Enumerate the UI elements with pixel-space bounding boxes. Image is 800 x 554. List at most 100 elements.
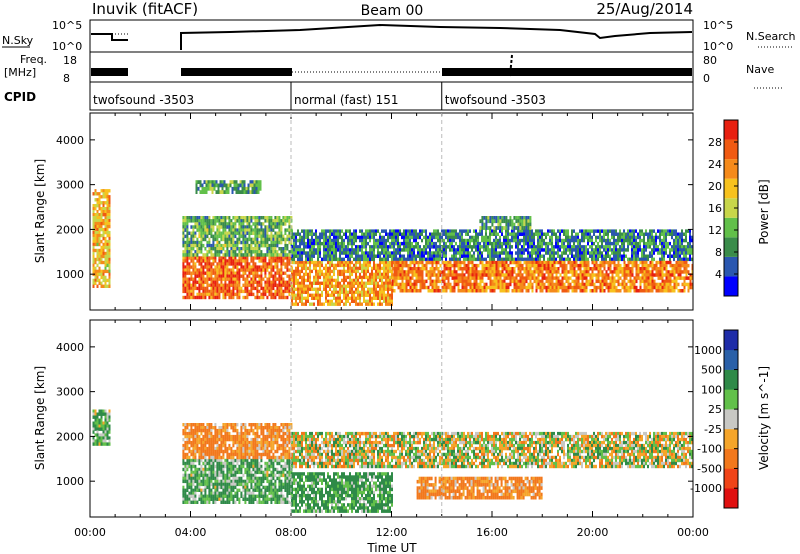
echo-cell [571, 279, 574, 284]
echo-cell [383, 235, 385, 240]
echo-cell [587, 229, 589, 233]
echo-cell [236, 253, 239, 257]
echo-cell [106, 248, 109, 253]
echo-cell [633, 279, 636, 284]
echo-cell [224, 250, 227, 254]
echo-cell [248, 283, 251, 287]
echo-cell [381, 290, 383, 294]
echo-cell [379, 278, 381, 283]
echo-cell [663, 257, 665, 262]
echo-cell [220, 262, 223, 266]
echo-cell [453, 235, 455, 240]
echo-cell [276, 219, 279, 223]
echo-cell [595, 267, 598, 271]
echo-cell [317, 245, 319, 249]
echo-cell [301, 278, 303, 283]
echo-cell [365, 260, 367, 265]
echo-cell [98, 251, 101, 256]
echo-cell [541, 238, 543, 243]
echo-cell [196, 286, 199, 291]
echo-cell [369, 248, 371, 252]
echo-cell [629, 257, 631, 262]
echo-cell [335, 290, 337, 294]
echo-cell [218, 231, 221, 235]
echo-cell [587, 235, 589, 240]
echo-cell [601, 289, 604, 293]
echo-cell [615, 270, 618, 274]
echo-cell [270, 250, 273, 254]
echo-cell [455, 235, 457, 240]
echo-cell [92, 221, 95, 226]
echo-cell [431, 241, 433, 246]
echo-cell [288, 286, 291, 291]
echo-cell [429, 232, 431, 236]
echo-cell [335, 287, 337, 291]
echo-cell [202, 286, 205, 291]
echo-cell [270, 274, 273, 278]
echo-cell [551, 248, 553, 252]
echo-cell [521, 254, 523, 258]
echo-cell [327, 235, 329, 240]
echo-cell [192, 247, 195, 251]
echo-cell [238, 295, 241, 300]
echo-cell [351, 272, 353, 277]
echo-cell [184, 274, 187, 278]
echo-cell [443, 282, 446, 287]
echo-cell [301, 290, 303, 294]
echo-cell [188, 265, 191, 269]
echo-cell [585, 254, 587, 258]
echo-cell [543, 273, 546, 277]
echo-cell [613, 276, 616, 280]
echo-cell [331, 257, 333, 262]
echo-cell [309, 257, 311, 262]
echo-cell [317, 272, 319, 277]
echo-cell [208, 247, 211, 251]
echo-cell [252, 277, 255, 281]
echo-cell [507, 285, 510, 290]
echo-cell [387, 238, 389, 243]
echo-cell [262, 268, 265, 272]
echo-cell [106, 219, 109, 223]
echo-cell [453, 257, 455, 262]
echo-cell [266, 250, 269, 254]
echo-cell [495, 285, 498, 290]
echo-cell [200, 265, 203, 269]
echo-cell [413, 260, 416, 265]
echo-cell [451, 241, 453, 246]
echo-cell [463, 254, 465, 258]
echo-cell [437, 238, 439, 243]
echo-cell [445, 254, 447, 258]
echo-cell [431, 273, 434, 277]
echo-cell [451, 289, 454, 293]
echo-cell [687, 229, 689, 233]
echo-cell [226, 268, 229, 272]
echo-cell [373, 254, 375, 258]
echo-cell [373, 302, 375, 306]
echo-cell [284, 286, 287, 291]
echo-cell [579, 273, 582, 277]
echo-cell [543, 282, 546, 287]
echo-cell [282, 277, 285, 281]
echo-cell [104, 195, 107, 199]
echo-cell [513, 276, 516, 280]
echo-cell [419, 254, 421, 258]
echo-cell [475, 257, 477, 262]
echo-cell [673, 232, 675, 236]
echo-cell [309, 260, 311, 265]
echo-cell [94, 224, 97, 229]
echo-cell [529, 273, 532, 277]
echo-cell [613, 285, 616, 290]
echo-cell [613, 263, 616, 268]
echo-cell [291, 232, 293, 236]
echo-cell [359, 266, 361, 271]
echo-cell [214, 250, 217, 254]
echo-cell [258, 253, 261, 257]
echo-cell [214, 289, 217, 294]
echo-cell [625, 263, 628, 268]
echo-cell [303, 245, 305, 249]
echo-cell [194, 277, 197, 281]
echo-cell [383, 275, 385, 280]
echo-cell [481, 273, 484, 277]
echo-cell [383, 238, 385, 243]
echo-cell [375, 275, 377, 280]
